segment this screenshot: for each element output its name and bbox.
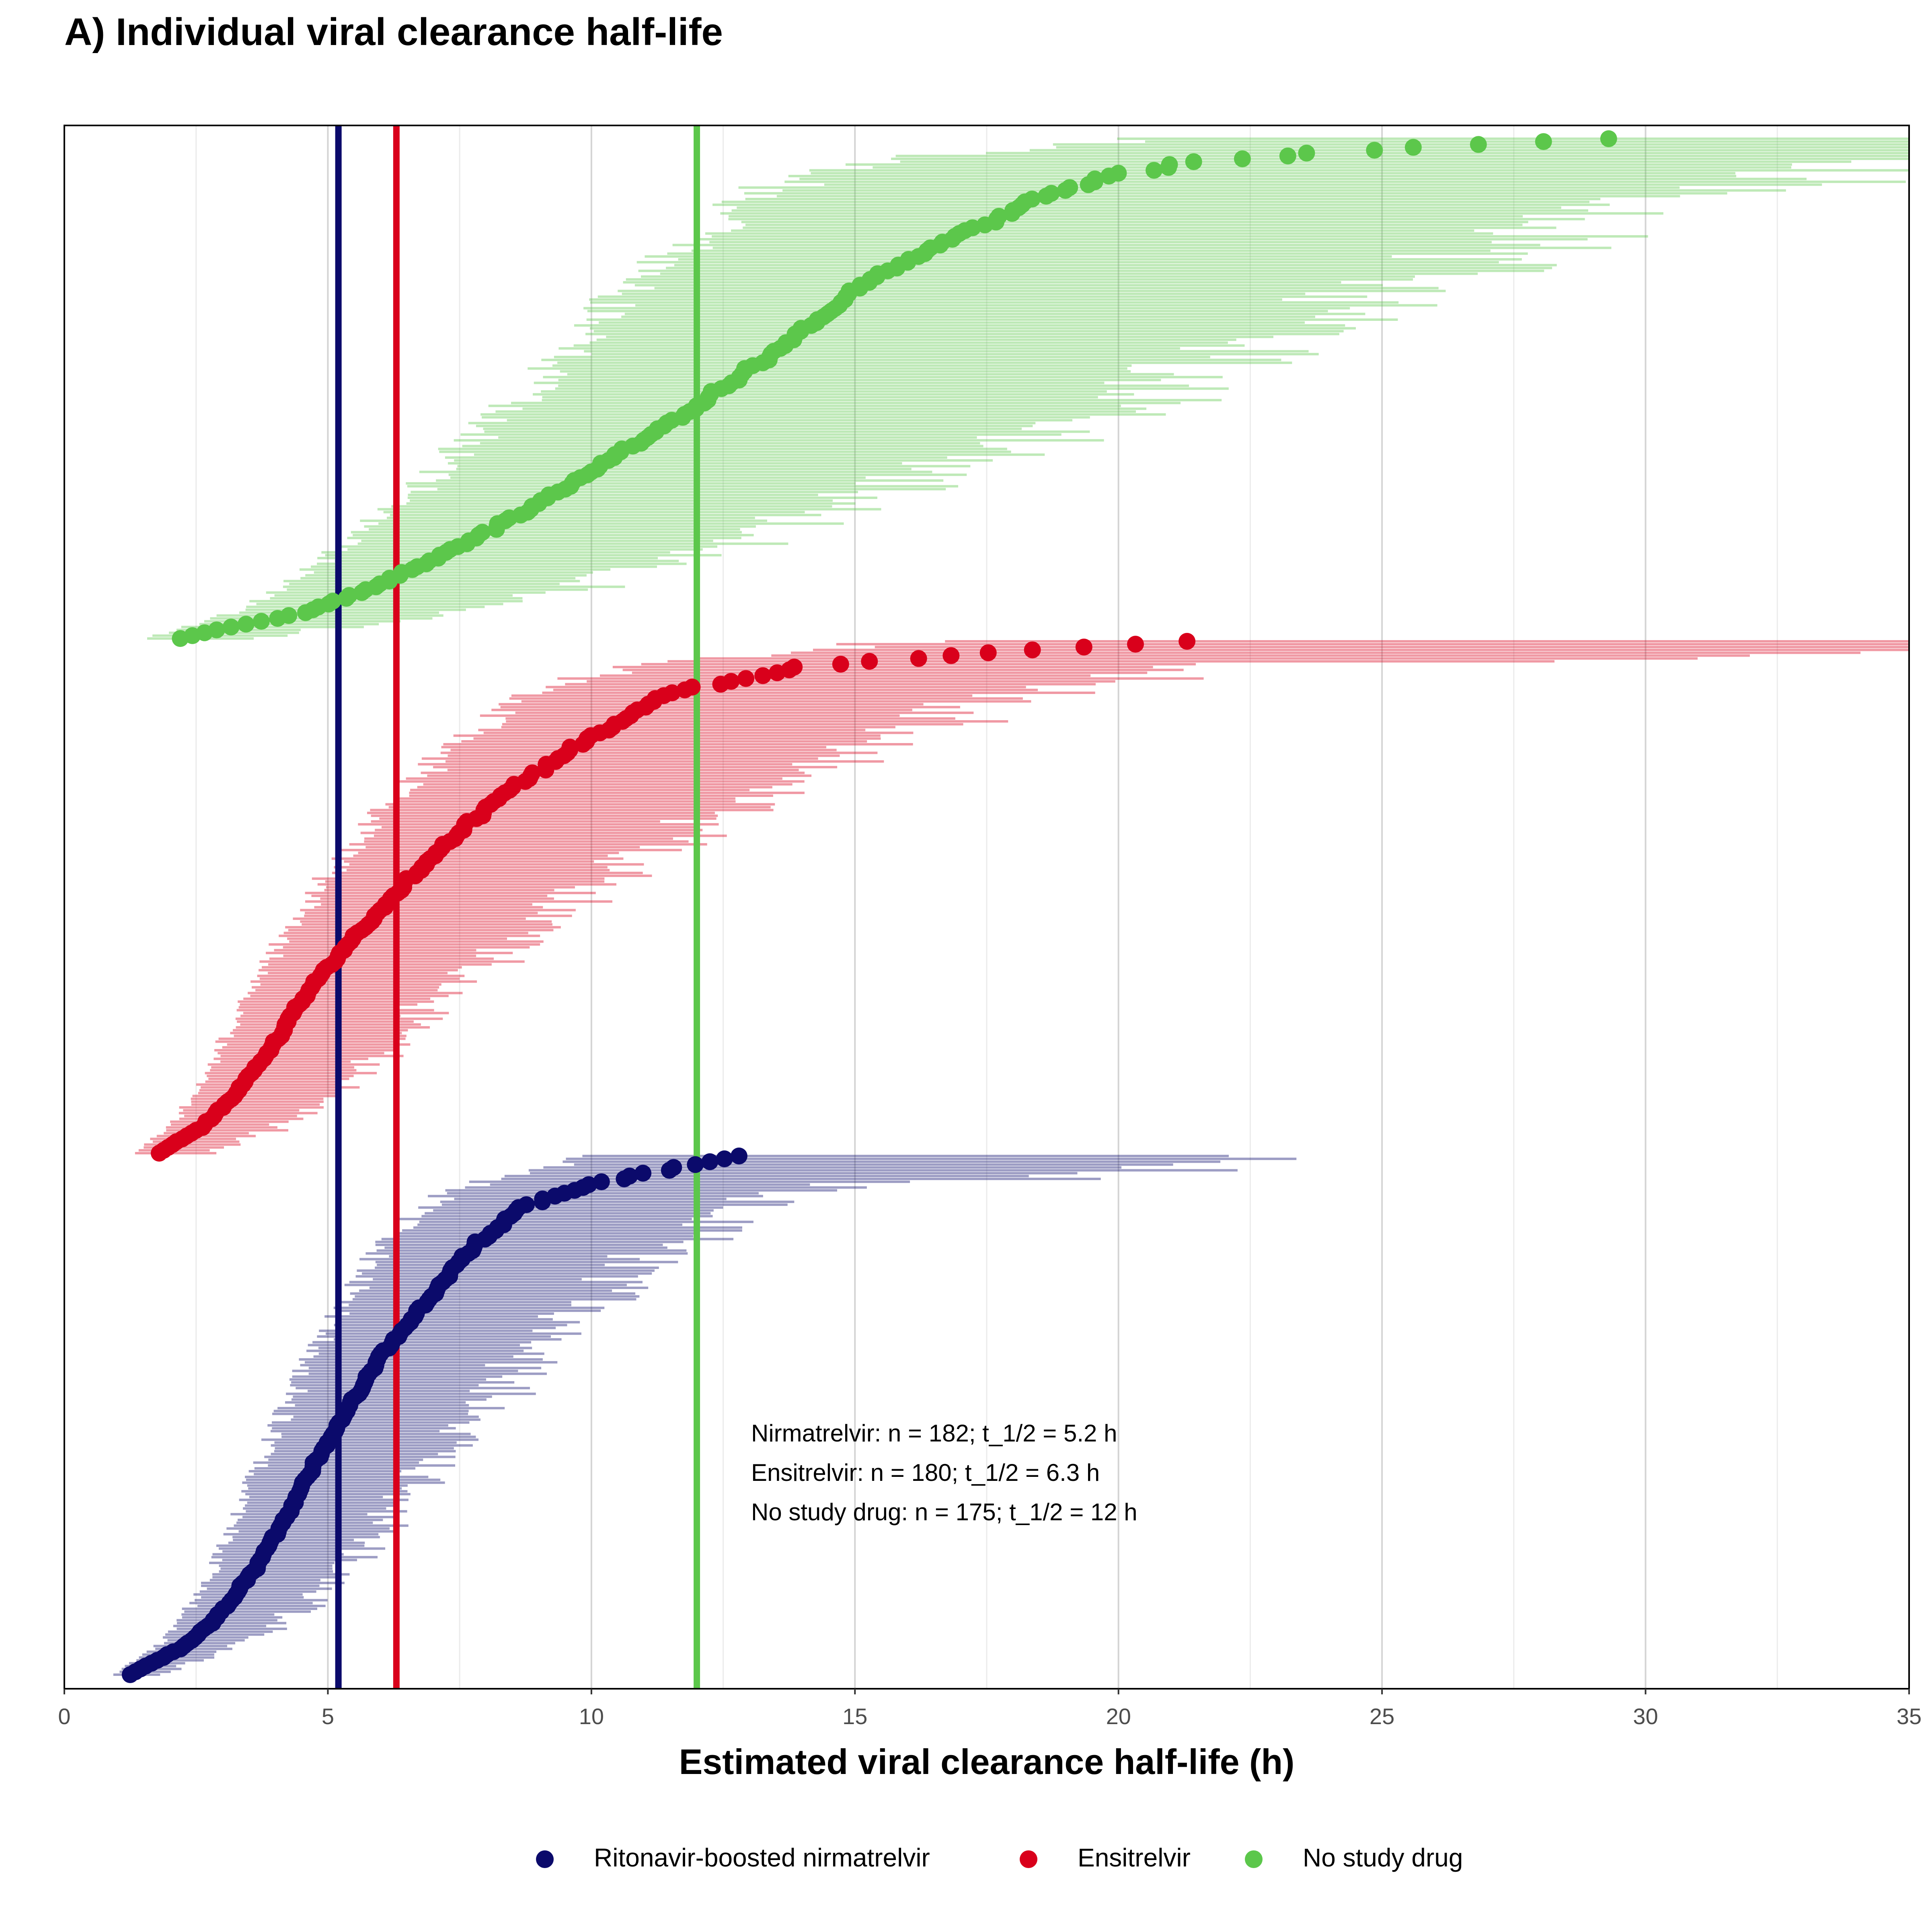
data-point xyxy=(1179,633,1196,650)
legend-label: No study drug xyxy=(1303,1843,1463,1872)
data-point xyxy=(1535,133,1552,150)
x-axis-label: Estimated viral clearance half-life (h) xyxy=(679,1742,1295,1782)
data-point xyxy=(1061,179,1078,196)
interval-group xyxy=(147,138,1909,640)
annotation-box: Nirmatrelvir: n = 182; t_1/2 = 5.2 h Ensi… xyxy=(751,1420,1137,1525)
data-point xyxy=(663,684,681,702)
data-point xyxy=(208,621,225,639)
data-point xyxy=(1470,136,1487,153)
data-point xyxy=(621,1167,638,1185)
data-point xyxy=(1075,639,1092,656)
data-point xyxy=(1600,130,1617,147)
x-tick-label: 10 xyxy=(579,1704,604,1729)
grid-layer xyxy=(195,125,1778,1689)
annotation-line: Nirmatrelvir: n = 182; t_1/2 = 5.2 h xyxy=(751,1420,1117,1447)
annotation-line: No study drug: n = 175; t_1/2 = 12 h xyxy=(751,1499,1137,1525)
x-tick-label: 15 xyxy=(842,1704,867,1729)
data-point xyxy=(518,1196,535,1213)
data-point xyxy=(634,1164,652,1182)
data-point xyxy=(942,647,960,664)
data-point xyxy=(861,653,878,670)
data-point xyxy=(1127,636,1144,653)
data-point xyxy=(1086,170,1103,188)
data-point xyxy=(1023,191,1041,208)
x-tick-label: 5 xyxy=(322,1704,334,1729)
data-point xyxy=(1366,142,1383,159)
data-point xyxy=(341,587,358,604)
data-point xyxy=(324,593,341,610)
legend-label: Ritonavir-boosted nirmatrelvir xyxy=(594,1843,930,1872)
data-point xyxy=(665,1159,682,1176)
data-point xyxy=(524,764,541,782)
data-point xyxy=(979,644,997,661)
interval-layer xyxy=(113,138,1909,1676)
data-point xyxy=(561,739,579,756)
legend-marker xyxy=(1020,1850,1037,1868)
data-point xyxy=(593,1173,610,1191)
point-group xyxy=(172,130,1617,647)
data-point xyxy=(684,678,701,696)
point-group xyxy=(150,633,1196,1162)
data-point xyxy=(1185,153,1202,170)
data-point xyxy=(280,607,298,624)
data-point xyxy=(832,655,849,673)
x-tick-label: 0 xyxy=(58,1704,70,1729)
data-point xyxy=(716,1150,733,1168)
data-point xyxy=(1043,185,1060,202)
x-axis-ticks: 0 5 10 15 20 25 30 35 xyxy=(58,1689,1922,1729)
plot-frame xyxy=(64,125,1910,1690)
data-point xyxy=(1234,150,1251,168)
data-point xyxy=(910,650,927,667)
x-tick-label: 20 xyxy=(1106,1704,1131,1729)
data-point xyxy=(1024,641,1041,659)
data-point xyxy=(786,659,803,676)
legend: Ritonavir-boosted nirmatrelvir Ensitrelvi… xyxy=(536,1843,1463,1872)
data-point xyxy=(730,1148,747,1164)
legend-marker xyxy=(1245,1850,1263,1868)
annotation-line: Ensitrelvir: n = 180; t_1/2 = 6.3 h xyxy=(751,1459,1100,1486)
data-point xyxy=(253,613,270,630)
data-point xyxy=(737,670,755,687)
data-point xyxy=(1161,156,1178,173)
data-point xyxy=(687,1156,704,1173)
data-point xyxy=(580,1176,597,1193)
legend-marker xyxy=(536,1850,554,1868)
legend-label: Ensitrelvir xyxy=(1078,1843,1191,1872)
data-point xyxy=(1298,144,1315,162)
chart-title: A) Individual viral clearance half-life xyxy=(64,10,723,53)
data-point xyxy=(723,673,740,690)
x-tick-label: 30 xyxy=(1633,1704,1658,1729)
data-point xyxy=(237,616,255,633)
data-point xyxy=(754,667,772,684)
data-point xyxy=(1110,164,1127,182)
point-layer xyxy=(121,130,1617,1683)
interval-group xyxy=(113,1155,1297,1676)
data-point xyxy=(990,207,1008,225)
interval-group xyxy=(135,640,1909,1154)
data-point xyxy=(222,618,240,636)
point-group xyxy=(121,1148,747,1683)
data-point xyxy=(474,524,491,541)
data-point xyxy=(1279,147,1296,164)
x-tick-label: 35 xyxy=(1897,1704,1922,1729)
x-tick-label: 25 xyxy=(1369,1704,1394,1729)
data-point xyxy=(1146,162,1163,179)
data-point xyxy=(1404,139,1422,156)
data-point xyxy=(701,1153,719,1170)
